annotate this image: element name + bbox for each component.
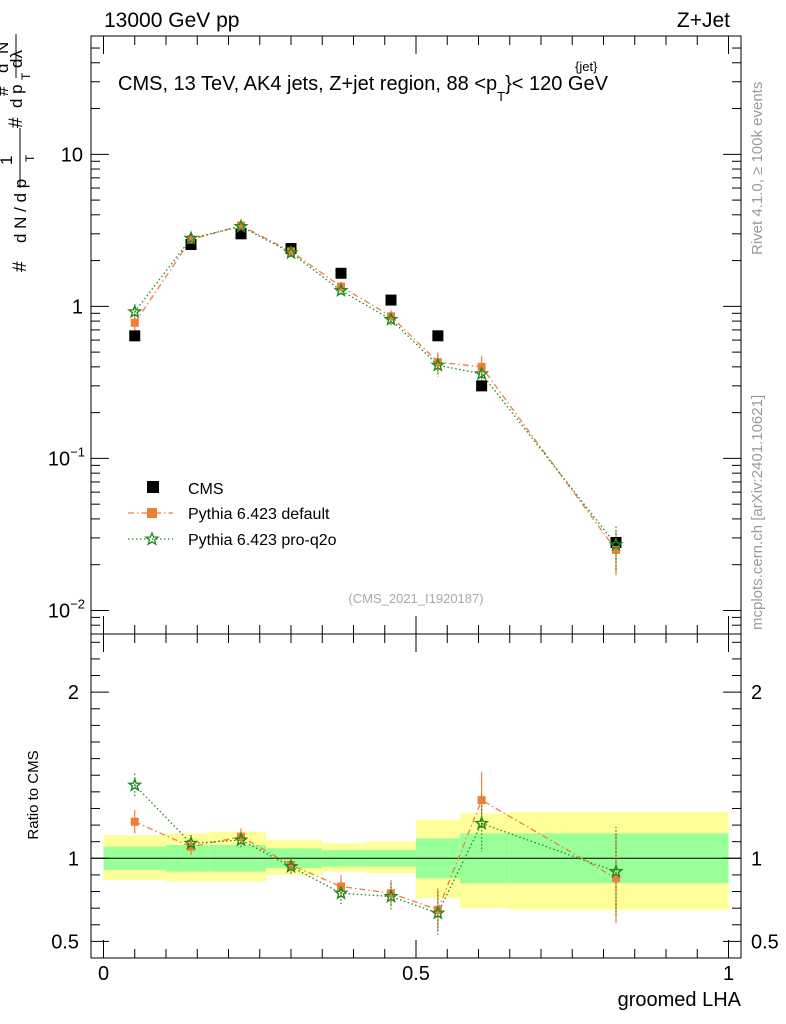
svg-text:#: # bbox=[6, 117, 27, 128]
legend-label-proq2o: Pythia 6.423 pro-q2o bbox=[188, 532, 337, 549]
ratio-proq2o-point bbox=[283, 858, 299, 874]
cms-point bbox=[185, 239, 197, 251]
svg-text:2: 2 bbox=[0, 54, 3, 60]
default-point bbox=[287, 247, 295, 256]
series-line-default bbox=[134, 224, 617, 551]
ratio-proq2o-point bbox=[608, 863, 624, 879]
svg-text:#: # bbox=[0, 86, 12, 96]
svg-text:1: 1 bbox=[0, 156, 16, 165]
ratio-data-marks bbox=[127, 771, 624, 935]
default-point bbox=[237, 221, 245, 230]
default-point bbox=[187, 235, 195, 244]
svg-text:CMS, 13 TeV, AK4 jets, Z+jet r: CMS, 13 TeV, AK4 jets, Z+jet region, 88 … bbox=[118, 73, 609, 104]
header-right: Z+Jet bbox=[677, 9, 730, 32]
side-label-rivet: Rivet 4.1.0, ≥ 100k events bbox=[749, 82, 766, 255]
legend-marker-cms bbox=[147, 481, 159, 493]
cms-point bbox=[610, 536, 622, 548]
ratio-default-point bbox=[612, 874, 620, 883]
proq2o-point bbox=[183, 230, 199, 245]
main-data-marks bbox=[127, 218, 624, 576]
default-point bbox=[612, 545, 620, 554]
default-point bbox=[433, 358, 442, 367]
svg-text:d p: d p bbox=[7, 84, 26, 108]
default-point bbox=[130, 318, 139, 327]
svg-text:d: d bbox=[0, 64, 12, 73]
ratio-default-point bbox=[130, 817, 139, 826]
ratio-default-point bbox=[287, 860, 295, 869]
analysis-id: (CMS_2021_I1920187) bbox=[348, 591, 483, 606]
cms-point bbox=[385, 294, 397, 306]
series-line-proq2o bbox=[134, 225, 617, 546]
legend-marker-proq2o bbox=[144, 531, 160, 546]
ratio-y-tick-label-right: 1 bbox=[751, 848, 762, 870]
header-left: 13000 GeV pp bbox=[104, 9, 239, 32]
ratio-proq2o-point bbox=[383, 888, 399, 904]
proq2o-point bbox=[127, 303, 143, 319]
legend-label-cms: CMS bbox=[188, 481, 224, 498]
ratio-uncertainty-bands bbox=[91, 811, 741, 910]
ratio-proq2o-point bbox=[233, 832, 249, 847]
legend: CMS Pythia 6.423 default Pythia 6.423 pr… bbox=[128, 481, 337, 549]
ratio-proq2o-point bbox=[430, 905, 446, 920]
main-y-tick-label: 10 bbox=[61, 144, 83, 166]
main-y-tick-label: 1 bbox=[72, 296, 83, 318]
ratio-proq2o-point bbox=[183, 835, 199, 850]
x-axis-label: groomed LHA bbox=[618, 989, 742, 1011]
cms-point bbox=[235, 228, 247, 240]
proq2o-point bbox=[473, 365, 490, 381]
x-tick-label: 0 bbox=[98, 963, 109, 985]
ratio-default-point bbox=[433, 905, 442, 914]
ratio-proq2o-point bbox=[127, 777, 143, 792]
proq2o-point bbox=[233, 218, 249, 234]
x-tick-label: 0.5 bbox=[402, 963, 430, 985]
ratio-default-point bbox=[387, 889, 395, 898]
default-point bbox=[387, 312, 395, 321]
main-y-axis-label: # d N / d p T 1 # d p T dλ # d 2 N bbox=[0, 34, 37, 272]
ratio-y-tick-label-right: 2 bbox=[751, 682, 762, 704]
proq2o-point bbox=[430, 357, 446, 372]
cms-point bbox=[335, 267, 347, 279]
main-y-tick-label: 10−1 bbox=[48, 444, 85, 470]
legend-label-default: Pythia 6.423 default bbox=[188, 506, 330, 523]
proq2o-point bbox=[333, 282, 349, 298]
legend-marker-default bbox=[147, 508, 157, 518]
title-superscript: {jet} bbox=[575, 59, 598, 74]
svg-text:T: T bbox=[23, 154, 37, 162]
cms-point bbox=[476, 380, 488, 392]
cms-point bbox=[129, 330, 141, 342]
proq2o-point bbox=[383, 311, 399, 326]
svg-text:N: N bbox=[0, 42, 12, 54]
proq2o-point bbox=[283, 244, 299, 260]
cms-point bbox=[432, 330, 444, 342]
ratio-default-point bbox=[477, 796, 486, 805]
ratio-y-axis-label: Ratio to CMS bbox=[25, 750, 42, 839]
svg-text:T: T bbox=[19, 72, 33, 80]
ratio-y-tick-label-left: 1 bbox=[68, 848, 79, 870]
main-y-tick-label: 10−2 bbox=[48, 596, 85, 622]
svg-text:d N / d p: d N / d p bbox=[11, 179, 30, 243]
ratio-default-point bbox=[237, 832, 245, 841]
ratio-y-tick-label-left: 0.5 bbox=[51, 931, 79, 953]
ratio-y-tick-label-left: 2 bbox=[68, 682, 79, 704]
proq2o-point bbox=[608, 536, 624, 552]
svg-text:#: # bbox=[10, 261, 31, 272]
ratio-proq2o-point bbox=[333, 885, 349, 900]
main-plot-title: CMS, 13 TeV, AK4 jets, Z+jet region, 88 … bbox=[118, 59, 609, 104]
ratio-axes: 0.5 0.5 1 1 2 2 0 0.5 1 bbox=[51, 634, 779, 985]
ratio-proq2o-point bbox=[473, 815, 490, 830]
side-label-mcplots: mcplots.cern.ch [arXiv:2401.10621] bbox=[749, 395, 766, 630]
x-tick-label: 1 bbox=[723, 963, 734, 985]
ratio-y-tick-label-right: 0.5 bbox=[751, 931, 779, 953]
